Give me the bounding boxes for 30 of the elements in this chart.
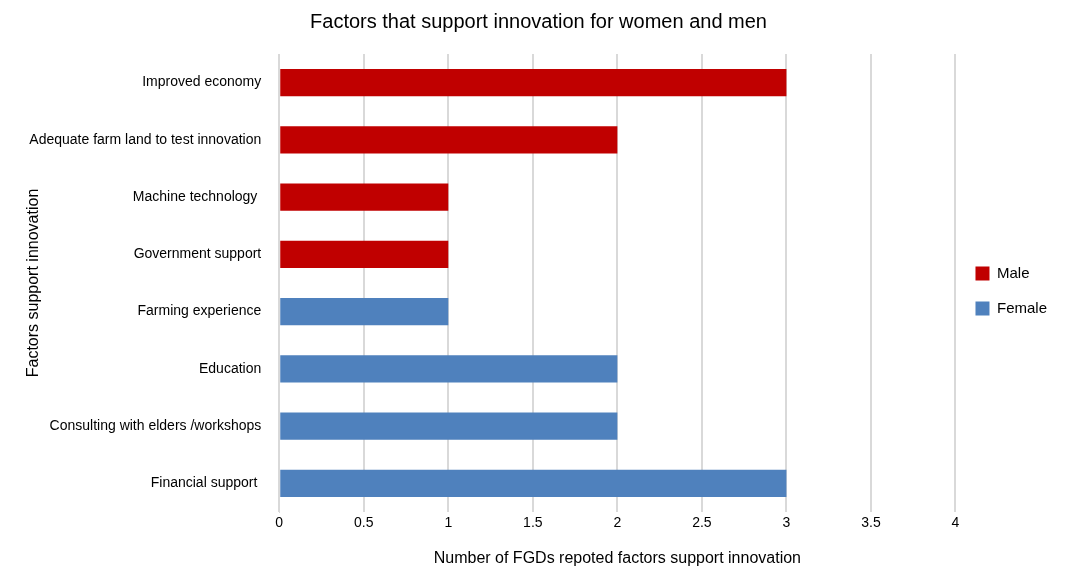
y-tick-label: Financial support [150, 474, 262, 491]
y-tick-label: Adequate farm land to test innovation [29, 130, 262, 147]
x-tick-label: 0 [275, 514, 284, 531]
y-tick-label: Education [198, 359, 262, 376]
bar [280, 469, 787, 498]
bar [280, 355, 618, 383]
y-tick-label: Improved economy [142, 73, 262, 90]
y-tick-label: Consulting with elders /workshops [49, 416, 262, 433]
x-tick-label: 2 [613, 514, 622, 531]
y-tick-label: Farming experience [137, 302, 262, 319]
x-tick-label: 3.5 [861, 514, 881, 531]
x-tick-label: 2.5 [692, 514, 712, 531]
bar [280, 68, 787, 97]
y-axis-title: Factors support innovation [24, 188, 42, 378]
bar [280, 126, 618, 154]
x-tick-label: 0.5 [354, 514, 374, 531]
x-tick-label: 1.5 [523, 514, 543, 531]
y-tick-label: Machine technology [132, 187, 262, 204]
legend-label: Male [996, 263, 1030, 281]
bar [280, 412, 618, 440]
y-tick-label: Government support [133, 245, 262, 262]
bar [280, 240, 449, 269]
chart-title: Factors that support innovation for women and men [310, 9, 767, 32]
bar [280, 297, 449, 326]
bar [280, 183, 449, 211]
legend-label: Female [996, 298, 1048, 316]
x-tick-label: 4 [951, 514, 960, 531]
x-tick-label: 3 [782, 514, 791, 531]
x-tick-label: 1 [444, 514, 453, 531]
x-axis-title: Number of FGDs repoted factors support innovation [433, 548, 802, 566]
